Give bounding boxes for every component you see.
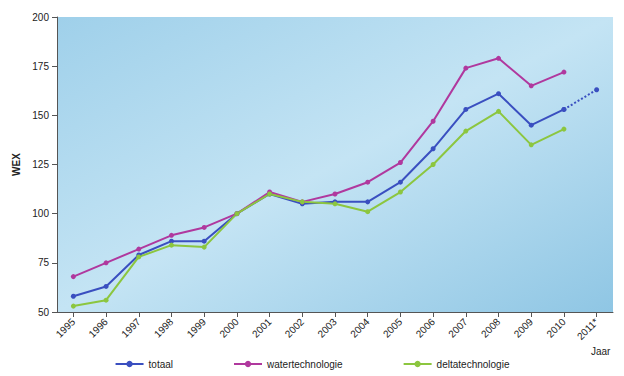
svg-text:2007: 2007 — [446, 316, 470, 340]
svg-text:2008: 2008 — [479, 316, 503, 340]
svg-text:totaal: totaal — [149, 359, 173, 370]
svg-text:100: 100 — [32, 208, 49, 219]
svg-text:Jaar: Jaar — [591, 346, 611, 357]
svg-text:2003: 2003 — [315, 316, 339, 340]
svg-text:50: 50 — [38, 307, 50, 318]
svg-text:2005: 2005 — [381, 316, 405, 340]
svg-text:2010: 2010 — [544, 316, 568, 340]
svg-text:deltatechnologie: deltatechnologie — [437, 359, 510, 370]
svg-text:150: 150 — [32, 110, 49, 121]
svg-text:1999: 1999 — [185, 316, 209, 340]
svg-text:2000: 2000 — [217, 316, 241, 340]
svg-text:175: 175 — [32, 61, 49, 72]
svg-text:1997: 1997 — [119, 316, 143, 340]
svg-text:1996: 1996 — [86, 316, 110, 340]
svg-text:2006: 2006 — [414, 316, 438, 340]
svg-text:2002: 2002 — [283, 316, 307, 340]
svg-text:2004: 2004 — [348, 316, 372, 340]
svg-text:125: 125 — [32, 159, 49, 170]
svg-text:2009: 2009 — [512, 316, 536, 340]
svg-text:1995: 1995 — [54, 316, 78, 340]
svg-text:2001: 2001 — [250, 316, 274, 340]
svg-text:WEX: WEX — [11, 153, 22, 176]
svg-text:75: 75 — [38, 257, 50, 268]
svg-text:200: 200 — [32, 12, 49, 23]
svg-text:1998: 1998 — [152, 316, 176, 340]
svg-text:watertechnologie: watertechnologie — [266, 359, 343, 370]
svg-text:2011*: 2011* — [575, 316, 601, 342]
